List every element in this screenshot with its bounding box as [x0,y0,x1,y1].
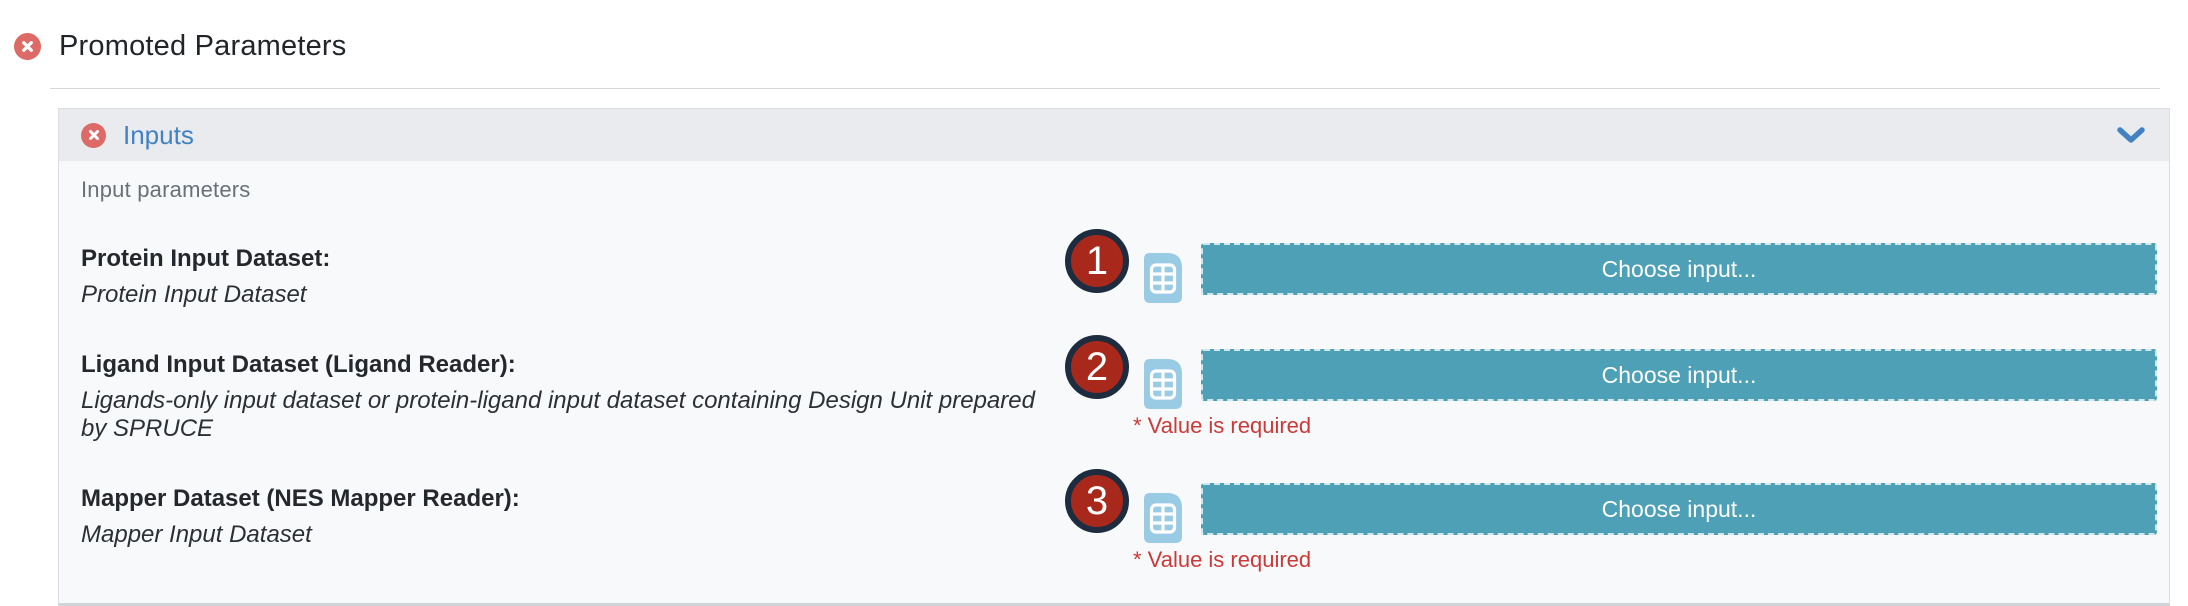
panel-caption: Input parameters [81,177,251,202]
choose-input-block: Choose input... [1201,243,2157,295]
step-number-badge: 1 [1065,229,1129,293]
param-label-block: Protein Input Dataset: Protein Input Dat… [81,229,1065,309]
param-row-ligand-input: Ligand Input Dataset (Ligand Reader): Li… [81,335,2157,443]
choose-input-button[interactable]: Choose input... [1201,483,2157,535]
inputs-panel: Inputs Input parameters Protein Input Da… [58,108,2170,606]
param-control: 3 Choose input... * Value is required [1065,469,2157,573]
param-control: 2 Choose input... * Value is required [1065,335,2157,439]
validation-error: * Value is required [1133,413,1312,438]
dataset-table-icon [1144,493,1182,543]
error-circle-x-icon [14,33,41,60]
choose-input-button[interactable]: Choose input... [1201,243,2157,295]
choose-input-block: Choose input... * Value is required [1133,349,2157,439]
param-row-mapper-dataset: Mapper Dataset (NES Mapper Reader): Mapp… [81,469,2157,573]
param-label-block: Ligand Input Dataset (Ligand Reader): Li… [81,335,1065,443]
dataset-table-icon [1144,359,1182,409]
validation-error: * Value is required [1133,547,1312,572]
page-title: Promoted Parameters [59,30,347,62]
param-label-block: Mapper Dataset (NES Mapper Reader): Mapp… [81,469,1065,549]
param-row-protein-input: Protein Input Dataset: Protein Input Dat… [81,229,2157,309]
param-description: Mapper Input Dataset [81,521,312,548]
param-description: Ligands-only input dataset or protein-li… [81,387,1035,442]
choose-input-block: Choose input... * Value is required [1133,483,2157,573]
step-number-badge: 3 [1065,469,1129,533]
inputs-panel-body: Input parameters Protein Input Dataset: … [59,161,2169,603]
inputs-panel-title: Inputs [123,119,194,150]
param-description: Protein Input Dataset [81,281,307,308]
dataset-table-icon [1144,253,1182,303]
page-header: Promoted Parameters [0,0,2188,63]
param-name: Ligand Input Dataset (Ligand Reader): [81,351,516,378]
chevron-down-icon[interactable] [2117,126,2145,144]
param-control: 1 Choose input... [1065,229,2157,304]
inputs-panel-header[interactable]: Inputs [59,109,2169,161]
choose-input-button[interactable]: Choose input... [1201,349,2157,401]
error-circle-x-icon [81,122,106,148]
param-name: Mapper Dataset (NES Mapper Reader): [81,485,520,512]
header-divider [50,88,2160,89]
step-number-badge: 2 [1065,335,1129,399]
param-name: Protein Input Dataset: [81,245,331,272]
